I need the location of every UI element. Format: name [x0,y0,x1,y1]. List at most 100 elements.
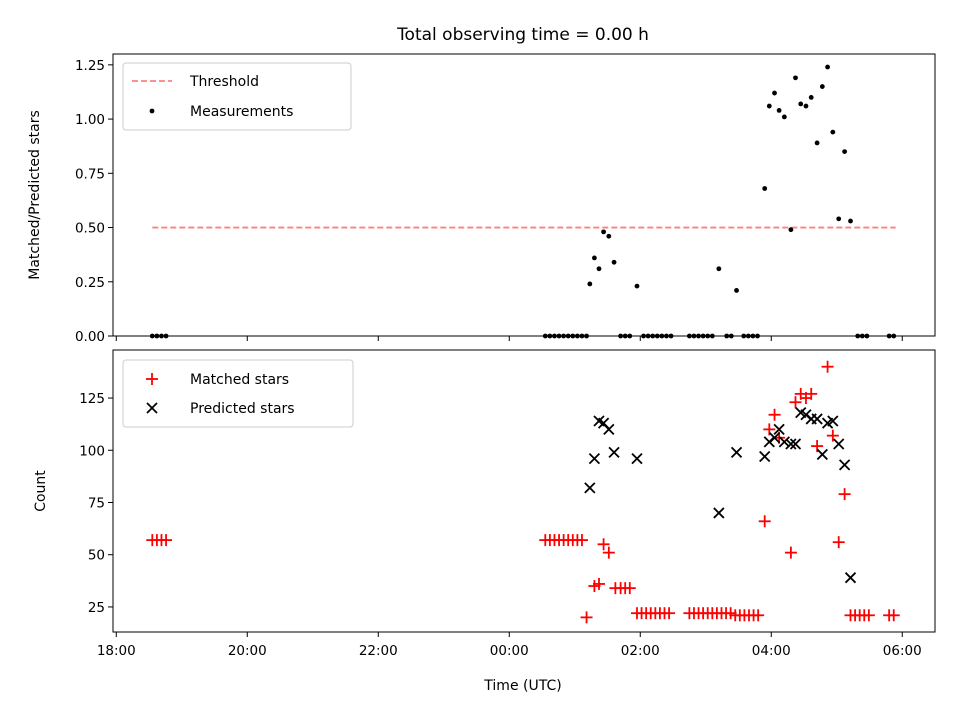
predicted-star-stroke-b [631,452,643,465]
measurement-point [814,140,820,146]
predicted-star-point [773,423,785,436]
measurement-point [592,255,597,261]
predicted-star-point [844,572,857,584]
predicted-star-point [789,438,802,450]
bottom-axes-frame [112,349,936,633]
matched-star-point [623,582,636,595]
legend-measurements-swatch [149,108,155,114]
x-tick-label: 00:00 [490,643,529,659]
measurement-point [819,84,825,89]
bottom-legend: Matched stars Predicted stars [122,359,354,428]
measurement-point [836,216,842,222]
measurement-point [803,103,809,109]
predicted-star-point [713,507,725,519]
matched-star-point [758,515,771,528]
predicted-star-point [608,446,620,458]
y-tick-label: 0.00 [75,329,105,345]
legend-matched-swatch [146,373,158,385]
matched-star-point [580,611,593,624]
y-tick-label: 75 [88,495,105,511]
x-tick-label: 06:00 [883,643,922,659]
legend-predicted-label: Predicted stars [190,401,295,417]
predicted-star-point [759,450,771,463]
y-tick-label: 50 [88,548,105,564]
predicted-star-point [631,452,643,465]
measurement-point [788,227,794,233]
x-tick-label: 22:00 [359,643,398,659]
predicted-star-stroke-b [584,482,596,494]
bottom-plot-area [146,360,900,624]
predicted-star-stroke-b [833,438,845,450]
predicted-star-stroke-b [588,452,601,465]
y-tick-label: 125 [79,391,105,407]
predicted-star-stroke-b [593,415,605,427]
x-tick-label: 02:00 [621,643,660,659]
predicted-star-stroke-b [816,448,828,461]
measurement-point [848,218,853,224]
measurement-point [634,283,640,289]
measurement-point [766,103,772,109]
matched-star-point [832,536,845,549]
predicted-star-stroke-b [730,446,743,458]
matched-star-point [887,609,900,622]
matched-star-point [160,534,173,547]
measurement-point [611,259,617,265]
measurement-point [762,186,768,191]
top-axes-frame [112,53,936,337]
legend-threshold-label: Threshold [189,74,259,90]
measurement-point [830,129,836,135]
y-tick-label: 25 [88,600,105,616]
predicted-star-stroke-b [811,413,823,425]
x-tick-label: 18:00 [97,643,136,659]
bottom-legend-box [122,359,354,428]
matched-star-point [862,609,875,622]
x-tick-label: 20:00 [228,643,267,659]
top-panel: 0.00 0.25 0.50 0.75 1.00 1.25 Matched/Predict… [27,53,936,345]
top-legend-box [122,62,352,131]
matched-star-point [602,546,615,559]
measurement-point [798,101,804,107]
measurement-point [601,229,606,235]
bottom-y-axis-label: Count [33,470,49,512]
measurement-point [716,266,722,272]
predicted-star-point [816,448,828,461]
measurement-point [772,90,777,96]
measurement-point [606,233,612,239]
matched-star-point [805,387,818,400]
predicted-star-point [768,432,781,444]
measurement-point [587,281,593,287]
predicted-star-point [827,415,839,427]
predicted-star-point [778,436,790,448]
predicted-star-point [584,482,596,494]
y-tick-label: 100 [79,443,105,459]
predicted-star-stroke-b [844,572,857,584]
measurement-point [776,108,782,113]
chart-title: Total observing time = 0.00 h [396,25,649,45]
matched-star-point [752,609,765,622]
matched-star-point [575,534,588,547]
predicted-star-stroke-b [778,436,790,448]
predicted-star-point [838,459,851,471]
legend-measurements-label: Measurements [190,104,293,120]
measurement-point [781,114,787,120]
predicted-star-stroke-b [827,415,839,427]
predicted-star-point [811,413,823,425]
matched-star-point [826,429,839,442]
predicted-star-point [588,452,601,465]
y-tick-label: 0.75 [75,166,105,182]
predicted-star-stroke-b [795,407,807,419]
measurement-point [793,75,798,81]
bottom-x-axis: 18:00 20:00 22:00 00:00 02:00 04:00 06:00 [97,632,922,659]
measurement-point [596,266,602,272]
predicted-star-stroke-b [785,438,797,450]
measurement-point [825,64,830,70]
matched-star-point [789,396,802,409]
predicted-star-stroke-b [773,423,785,436]
predicted-star-stroke-b [608,446,620,458]
top-y-axis: 0.00 0.25 0.50 0.75 1.00 1.25 [75,58,113,345]
matched-star-point [838,488,851,501]
measurement-point [734,288,739,293]
x-axis-label: Time (UTC) [483,678,561,694]
predicted-star-stroke-b [597,417,610,429]
